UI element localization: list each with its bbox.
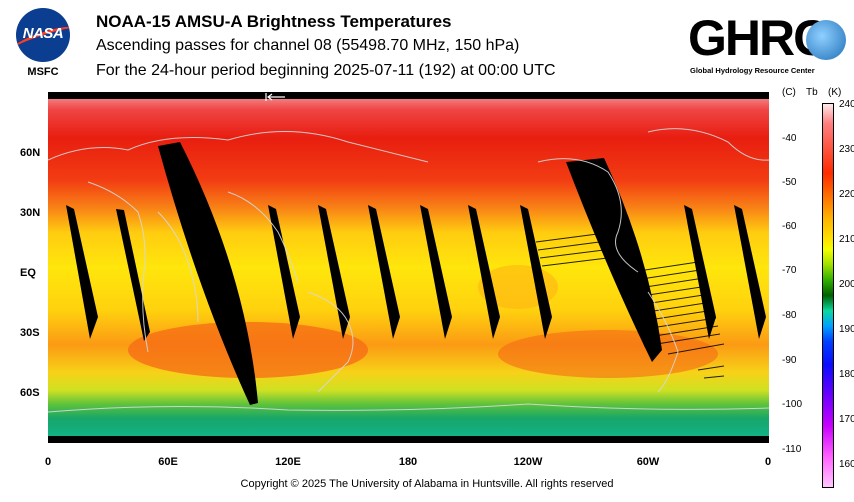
y-tick-60n: 60N — [20, 147, 41, 159]
swath-gap-12 — [734, 205, 766, 339]
y-tick-60s: 60S — [20, 387, 40, 399]
subtitle-period: For the 24-hour period beginning 2025-07… — [96, 62, 556, 79]
ghrc-logo-word: GHRC — [688, 10, 829, 66]
colorbar-unit-c: (C) — [782, 87, 796, 98]
y-tick-eq: EQ — [20, 267, 36, 279]
colorbar-label: Tb — [806, 87, 818, 98]
colorbar-c-tick-1: -40 — [782, 133, 797, 144]
x-tick-120e: 120E — [275, 456, 301, 468]
page-title: NOAA-15 AMSU-A Brightness Temperatures — [96, 12, 452, 31]
colorbar-k-tick-7: 180 — [839, 369, 854, 380]
no-data-band-top — [48, 92, 769, 99]
swath-gap-7 — [420, 205, 452, 339]
scan-line-artifacts — [535, 229, 725, 379]
colorbar-k-tick-9: 160 — [839, 459, 854, 470]
x-tick-60e: 60E — [158, 456, 178, 468]
colorbar — [822, 103, 834, 488]
brightness-temperature-map — [48, 92, 769, 443]
pass-direction-arrow-icon — [265, 93, 285, 101]
colorbar-k-tick-8: 170 — [839, 414, 854, 425]
colorbar-k-tick-4: 210 — [839, 234, 854, 245]
colorbar-c-tick-7: -100 — [782, 399, 803, 410]
colorbar-k-tick-1: 240 — [839, 99, 854, 110]
globe-icon — [806, 20, 846, 60]
colorbar-c-tick-6: -90 — [782, 355, 797, 366]
swath-gap-4 — [268, 205, 300, 339]
colorbar-unit-k: (K) — [828, 87, 842, 98]
swath-gap-3 — [158, 142, 258, 405]
nasa-logo: NASA MSFC — [12, 8, 74, 80]
nasa-center-label: MSFC — [27, 66, 59, 78]
colorbar-c-tick-5: -80 — [782, 310, 797, 321]
x-tick-0: 0 — [44, 456, 52, 468]
y-tick-30n: 30N — [20, 207, 41, 219]
subtitle-channel: Ascending passes for channel 08 (55498.7… — [96, 37, 520, 54]
swath-gap-1 — [66, 205, 98, 339]
colorbar-c-tick-3: -60 — [782, 221, 797, 232]
ghrc-logo: GHRC Global Hydrology Resource Center — [688, 10, 850, 80]
no-data-band-bottom — [48, 436, 769, 443]
swath-gap-9 — [520, 205, 552, 339]
ghrc-full-name: Global Hydrology Resource Center — [690, 66, 815, 75]
swath-gap-5 — [318, 205, 350, 339]
x-tick-0-east: 0 — [764, 456, 772, 468]
coastlines — [48, 128, 769, 413]
colorbar-k-tick-6: 190 — [839, 324, 854, 335]
nasa-meatball-icon: NASA — [16, 8, 70, 62]
colorbar-k-tick-2: 230 — [839, 144, 854, 155]
copyright-notice: Copyright © 2025 The University of Alaba… — [240, 478, 614, 490]
x-tick-120w: 120W — [513, 456, 543, 468]
colorbar-c-tick-8: -110 — [782, 444, 802, 455]
colorbar-c-tick-4: -70 — [782, 265, 797, 276]
swath-gap-11 — [684, 205, 716, 339]
x-tick-60w: 60W — [636, 456, 660, 468]
warm-region-south-east — [498, 330, 718, 378]
swath-gap-6 — [368, 205, 400, 339]
swath-gap-10 — [566, 158, 662, 362]
y-tick-30s: 30S — [20, 327, 40, 339]
x-tick-180: 180 — [398, 456, 418, 468]
colorbar-k-tick-3: 220 — [839, 189, 854, 200]
nasa-logo-word: NASA — [22, 25, 64, 42]
colorbar-c-tick-2: -50 — [782, 177, 797, 188]
swath-gap-2 — [116, 209, 150, 341]
colorbar-k-tick-5: 200 — [839, 279, 854, 290]
swath-gap-8 — [468, 205, 500, 339]
